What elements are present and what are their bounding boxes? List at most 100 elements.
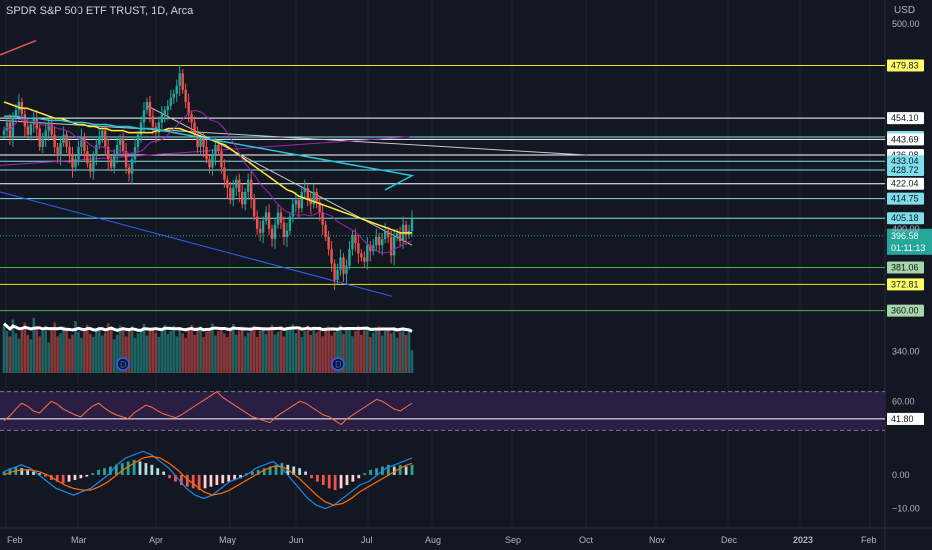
volume-bar [47, 342, 50, 373]
volume-bar [309, 334, 313, 373]
candle-body [217, 144, 220, 152]
macd-hist-bar [268, 466, 272, 475]
volume-bar [86, 324, 89, 373]
candle-body [339, 257, 342, 270]
macd-hist-bar [2, 471, 6, 475]
level-tag [887, 177, 924, 190]
candle-body [199, 138, 202, 147]
volume-bar [208, 328, 211, 373]
volume-bar [166, 334, 170, 373]
volume-bar [142, 324, 146, 373]
macd-hist-bar [333, 474, 337, 491]
macd-hist-bar [20, 468, 24, 475]
candle-body [360, 253, 363, 258]
volume-bar [324, 330, 327, 373]
macd-hist-bar [298, 468, 302, 475]
volume-bar [199, 326, 202, 373]
time-tick-label: Dec [721, 535, 738, 545]
volume-bar [127, 330, 131, 373]
volume-bar [360, 334, 363, 373]
candle-body [232, 187, 235, 201]
candle-body [17, 101, 21, 111]
candle-body [124, 151, 128, 168]
candle-body [166, 106, 169, 111]
candle-body [261, 220, 265, 233]
macd-hist-bar [321, 474, 325, 485]
volume-bar [386, 327, 390, 373]
macd-hist-bar [215, 474, 219, 485]
volume-bar [285, 330, 289, 373]
volume-bar [264, 334, 268, 373]
volume-bar [17, 338, 21, 373]
volume-bar [160, 328, 164, 373]
time-tick-label: Feb [861, 535, 877, 545]
volume-bar [363, 330, 366, 373]
candle-body [181, 73, 184, 90]
volume-bar [273, 334, 277, 373]
candle-body [41, 138, 44, 147]
candle-body [145, 101, 149, 111]
volume-bar [410, 350, 414, 373]
candle-body [273, 224, 277, 240]
macd-hist-bar [250, 471, 254, 475]
candle-body [312, 191, 315, 205]
level-tag [887, 164, 924, 177]
volume-bar [229, 328, 232, 373]
volume-bar [89, 334, 92, 373]
candle-body [98, 136, 101, 145]
rsi-band [0, 391, 885, 431]
level-tag-label: 414.75 [891, 194, 919, 204]
candle-body [157, 122, 161, 133]
dividend-marker-label: D [335, 360, 342, 370]
volume-bar [196, 330, 199, 373]
macd-hist-bar [132, 459, 136, 475]
currency-label[interactable]: USD [894, 5, 916, 16]
candle-body [238, 179, 241, 192]
candle-body [264, 212, 268, 221]
candle-body [74, 159, 77, 168]
level-tag-label: 479.83 [891, 60, 919, 70]
volume-bar [83, 327, 86, 373]
volume-bar [389, 333, 393, 373]
volume-bar [348, 327, 351, 373]
volume-bar [97, 327, 101, 373]
volume-bar [38, 336, 42, 373]
level-tag [887, 278, 924, 291]
macd-hist-bar [179, 474, 183, 485]
macd-hist-bar [345, 474, 349, 485]
rsi-level-tag-label: 41.80 [891, 414, 914, 424]
candle-body [351, 234, 354, 250]
candle-body [258, 228, 262, 233]
volume-bar [71, 334, 74, 373]
candle-body [121, 138, 125, 152]
level-tag-label: 443.69 [891, 134, 919, 144]
macd-hist-bar [369, 469, 373, 475]
candle-body [202, 138, 205, 147]
candle-body [53, 134, 56, 147]
volume-bar [330, 335, 333, 373]
candle-body [354, 234, 357, 244]
macd-hist-bar [109, 466, 112, 475]
volume-bar [95, 330, 98, 373]
volume-bar [68, 338, 71, 373]
volume-bar [100, 335, 104, 373]
volume-bar [175, 336, 179, 373]
volume-bar [62, 326, 65, 373]
candle-body [142, 110, 146, 123]
candle-body [184, 89, 187, 102]
volume-bar [246, 332, 250, 373]
candle-body [29, 124, 33, 135]
candle-body [83, 136, 86, 152]
volume-bar [369, 337, 372, 373]
volume-bar [282, 336, 286, 373]
candle-body [35, 118, 38, 129]
macd-hist-bar [67, 474, 71, 482]
macd-hist-bar [8, 468, 12, 475]
volume-bar [106, 323, 110, 373]
volume-bar [157, 337, 161, 373]
macd-line [3, 450, 413, 510]
macd-hist-bar [55, 474, 59, 482]
volume-bar [276, 331, 280, 373]
candle-body [56, 146, 59, 156]
